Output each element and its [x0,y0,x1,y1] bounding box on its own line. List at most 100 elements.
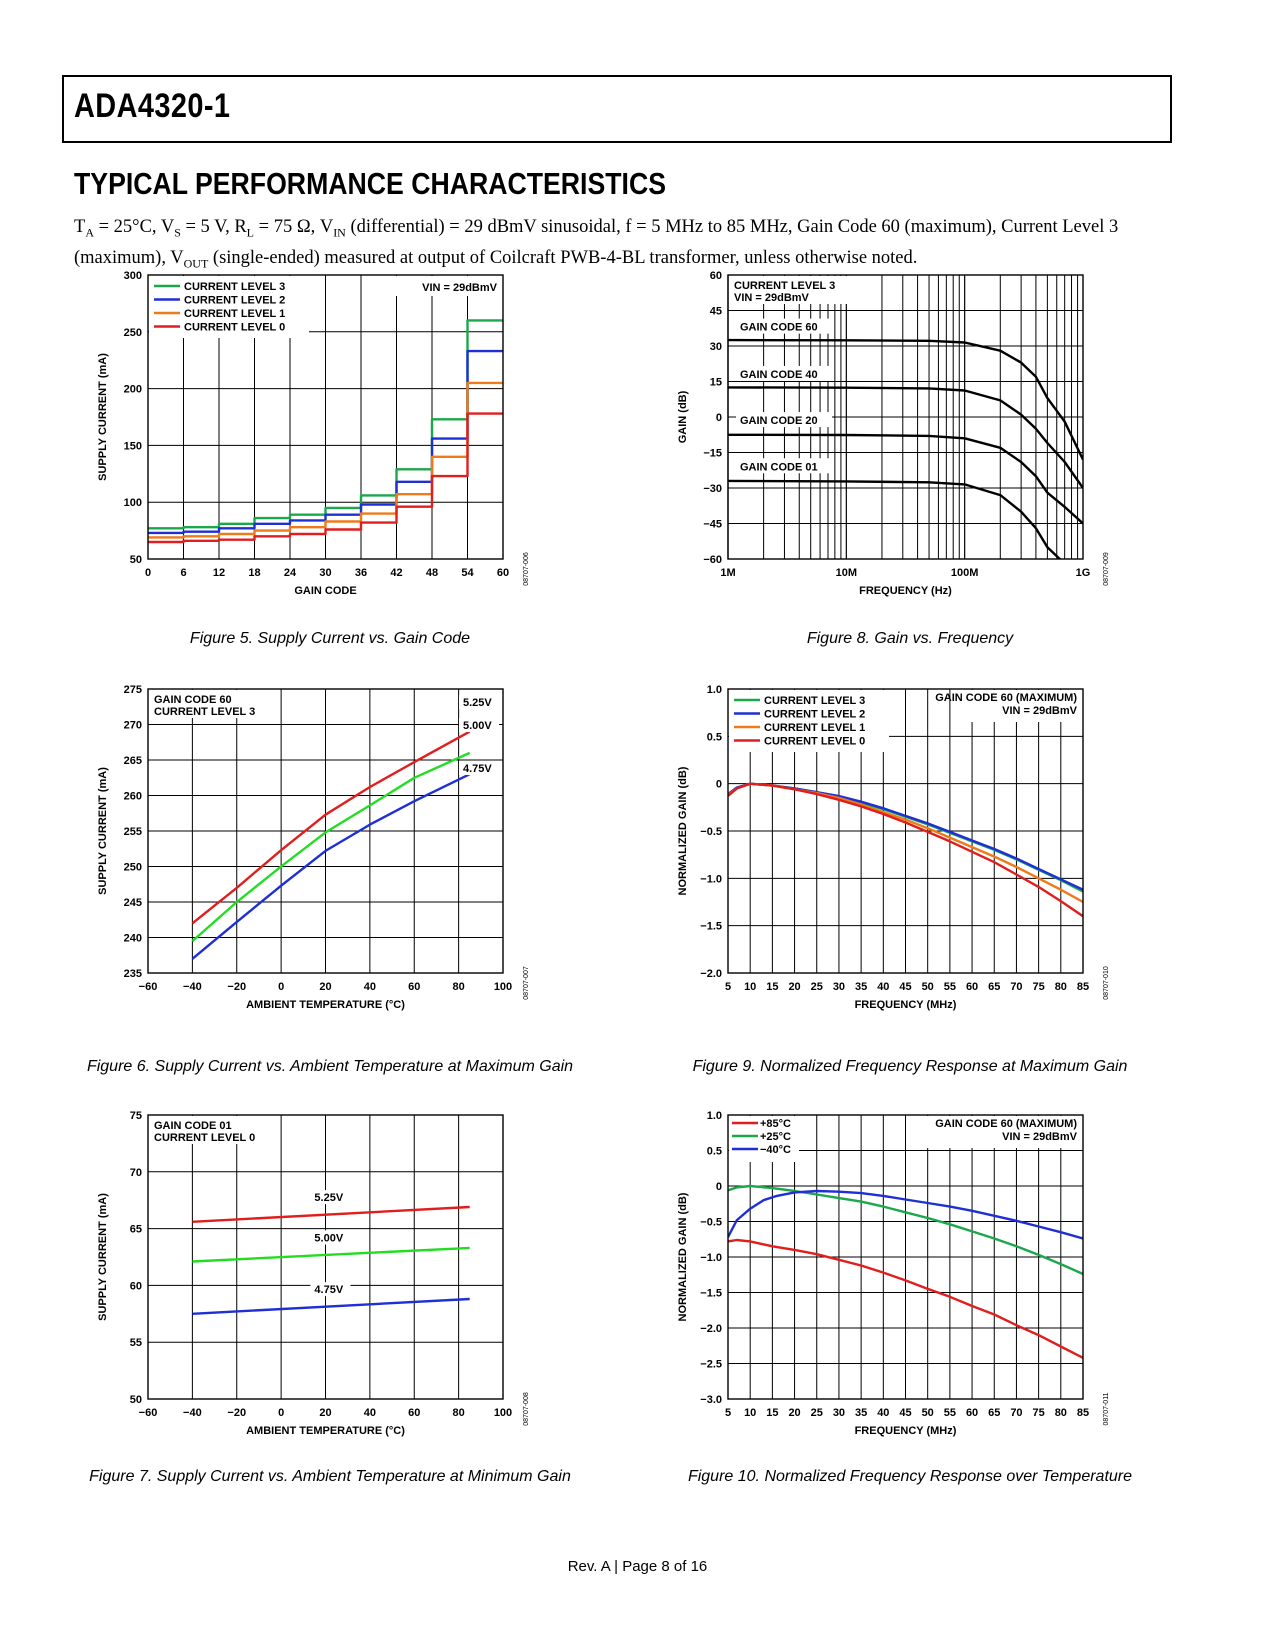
y-tick-label: 50 [130,554,142,566]
y-tick-label: 1.0 [707,684,722,696]
series-label-bg [736,365,832,381]
series-group [728,782,1083,918]
y-tick-label: 255 [124,826,142,838]
series-line-3 [728,1189,1083,1240]
x-tick-label: 55 [944,1407,956,1419]
figure-7-caption: Figure 7. Supply Current vs. Ambient Tem… [89,1468,571,1485]
series-line-2 [728,386,1083,489]
header-box: ADA4320-1 [62,75,1172,143]
annotation-line: GAIN CODE 01 [154,1120,232,1132]
x-tick-label: 36 [355,567,367,579]
plot-frame [727,688,1084,974]
figure-10-chart: −3.0 −2.5 −2.0 −1.5 −1.0 −0.5 0 0.5 1.0 5 10 15 20 25… [670,1110,1130,1450]
x-tick-label: 6 [180,567,186,579]
series-line-3 [191,773,471,960]
y-tick-label: −2.5 [700,1359,722,1371]
y-tick-label: 0.5 [707,731,722,743]
series-line-4 [728,479,1062,559]
figure-code: 08707-006 [523,552,530,586]
x-tick-label: 25 [811,981,823,993]
figure-6-chart: 235 240 245 250 255 260 265 270 275 −60 −40 −20 0 20 4… [90,684,550,1024]
plot-frame [727,1114,1084,1400]
x-tick-label: 5 [725,981,731,993]
y-tick-label: −15 [703,448,722,460]
x-tick-label: 85 [1077,1407,1089,1419]
x-tick-label: 0 [278,981,284,993]
series-label: 5.25V [314,1192,343,1204]
series-label: GAIN CODE 01 [740,461,818,473]
annotation-line: GAIN CODE 60 (MAXIMUM) [935,692,1077,704]
series-label: 5.00V [463,720,492,732]
series-line-1 [728,338,1083,461]
figure-8-caption: Figure 8. Gain vs. Frequency [806,630,1014,647]
legend-label: +85°C [760,1118,791,1130]
fig7-svg: 50 55 60 65 70 75 −60 −40 −20 0 20 40 60 80 100 AMBIENT… [97,1110,530,1437]
series-label-bg [459,695,499,709]
figure-code: 08707-011 [1103,1392,1110,1425]
x-tick-label: 75 [1033,1407,1045,1419]
series-label-bg [736,412,832,428]
x-tick-label: 70 [1010,981,1022,993]
x-tick-label: 0 [278,1407,284,1419]
series-label: 4.75V [314,1284,343,1296]
x-axis-label: FREQUENCY (MHz) [855,999,957,1011]
x-tick-label: 100M [951,567,979,579]
annotation-bg [729,276,847,304]
annotation-line: CURRENT LEVEL 3 [734,280,835,292]
series-label: 4.75V [463,763,492,775]
annotation-line: CURRENT LEVEL 0 [154,1132,255,1144]
legend-label: CURRENT LEVEL 3 [184,281,285,293]
figure-5-caption: Figure 5. Supply Current vs. Gain Code [189,630,471,647]
figure-7-chart: 50 55 60 65 70 75 −60 −40 −20 0 20 40 60 80 100 AMBIENT… [90,1110,550,1450]
y-tick-label: 60 [710,270,722,282]
figure-code: 08707-009 [1103,552,1110,586]
series-label: GAIN CODE 20 [740,415,818,427]
y-tick-label: −2.0 [700,968,722,980]
x-tick-label: 65 [988,1407,1000,1419]
series-label: 5.00V [314,1232,343,1244]
x-tick-label: 42 [390,567,402,579]
y-tick-label: −1.5 [700,921,722,933]
y-tick-label: 150 [124,440,142,452]
series-group [148,319,503,544]
legend-label: CURRENT LEVEL 1 [764,722,865,734]
fig6-svg: 235 240 245 250 255 260 265 270 275 −60 −40 −20 0 20 4… [97,684,530,1011]
figure-8-chart: −60 −45 −30 −15 0 15 30 45 60 1M 10M 100M 1G FREQUENC… [670,270,1130,610]
y-tick-label: 100 [124,497,142,509]
series-line-3 [148,381,503,539]
y-tick-label: 300 [124,270,142,282]
series-group [728,1184,1083,1359]
x-tick-label: 65 [988,981,1000,993]
x-axis-label: FREQUENCY (Hz) [859,585,952,597]
series-label-bg [459,718,499,732]
x-tick-label: 25 [811,1407,823,1419]
x-tick-label: 80 [453,1407,465,1419]
plot-frame [727,274,1084,560]
fig10-svg: −3.0 −2.5 −2.0 −1.5 −1.0 −0.5 0 0.5 1.0 5 10 15 20 25… [677,1110,1110,1437]
fig8-svg: −60 −45 −30 −15 0 15 30 45 60 1M 10M 100M 1G FREQUENC… [677,270,1110,597]
x-tick-label: 60 [966,981,978,993]
fig9-svg: −2.0 −1.5 −1.0 −0.5 0 0.5 1.0 5 10 15 20 25 30 35 40 45… [677,684,1110,1011]
annotation-line: GAIN CODE 60 (MAXIMUM) [935,1118,1077,1130]
y-axis-label: NORMALIZED GAIN (dB) [677,1192,689,1321]
x-tick-label: 45 [899,981,911,993]
x-tick-label: −60 [139,981,158,993]
plot-frame [147,274,504,560]
y-tick-label: 0 [716,412,722,424]
y-tick-label: 240 [124,933,142,945]
plot-frame [147,688,504,974]
y-axis-label: GAIN (dB) [677,390,689,443]
x-tick-label: 30 [319,567,331,579]
annotation: VIN = 29dBmV [422,282,498,294]
y-tick-label: 235 [124,968,142,980]
y-tick-label: 260 [124,791,142,803]
x-axis-label: GAIN CODE [294,585,356,597]
series-label-bg [310,1190,351,1205]
series-label-bg [736,318,832,334]
y-axis-label: SUPPLY CURRENT (mA) [97,353,109,481]
x-axis-label: FREQUENCY (MHz) [855,1425,957,1437]
x-tick-label: 15 [766,981,778,993]
x-tick-label: 1G [1076,567,1091,579]
x-tick-label: 0 [145,567,151,579]
y-tick-label: 0.5 [707,1146,722,1158]
